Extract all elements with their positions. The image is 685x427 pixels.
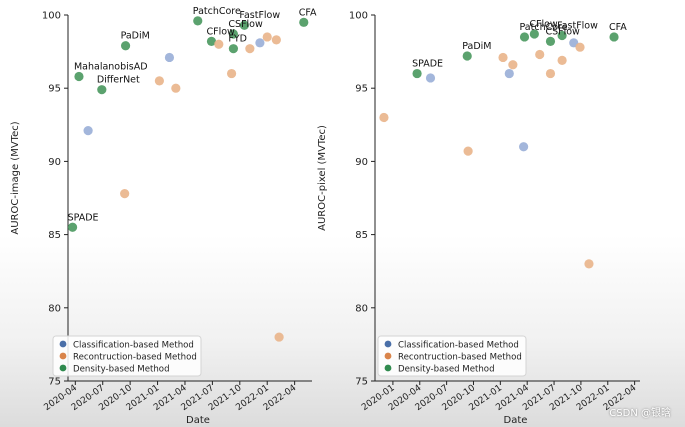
- legend-label: Recontruction-based Method: [398, 352, 522, 362]
- data-point-classification: [255, 38, 265, 48]
- data-point-density: [74, 71, 84, 82]
- y-tick-label: 90: [355, 157, 368, 168]
- legend: Classification-based Method Recontruction…: [52, 335, 202, 377]
- data-point-reconstruction: [584, 259, 594, 269]
- data-point-density: [228, 29, 239, 39]
- y-tick-label: 100: [42, 11, 61, 22]
- legend-label: Recontruction-based Method: [73, 352, 197, 362]
- y-tick-label: 75: [48, 377, 61, 388]
- legend: Classification-based Method Recontruction…: [377, 335, 527, 377]
- legend-marker-reconstruction: [59, 352, 67, 360]
- data-point-reconstruction: [271, 35, 281, 45]
- data-point-reconstruction: [463, 146, 473, 156]
- data-point-reconstruction: [557, 55, 567, 65]
- data-point-classification: [164, 52, 175, 63]
- data-point-classification: [504, 68, 514, 79]
- y-axis-label: AUROC-image (MVTec): [10, 121, 21, 234]
- data-point-reconstruction: [274, 332, 284, 342]
- legend-label: Classification-based Method: [398, 340, 519, 350]
- chart-auroc-pixel: 75808590951002020-012020-042020-072020-1…: [317, 11, 640, 426]
- y-tick-label: 95: [48, 84, 61, 95]
- data-point-classification: [425, 73, 436, 83]
- point-label: PaDiM: [121, 31, 150, 42]
- point-label: PatchCore: [193, 6, 241, 17]
- legend-label: Density-based Method: [398, 364, 495, 374]
- data-point-reconstruction: [535, 49, 545, 60]
- data-point-reconstruction: [575, 42, 585, 52]
- data-point-density: [206, 36, 217, 46]
- point-label: CFA: [299, 7, 317, 18]
- point-label: CFA: [609, 22, 627, 33]
- point-label: SPADE: [68, 212, 99, 223]
- point-label: CSFlow: [228, 19, 263, 30]
- point-label: CFlow: [529, 19, 558, 30]
- legend-marker-density: [384, 364, 392, 372]
- y-tick-label: 75: [355, 377, 368, 388]
- chart-auroc-image: 75808590951002020-042020-072020-102021-0…: [10, 6, 317, 426]
- x-axis-label: Date: [504, 415, 528, 426]
- data-point-reconstruction: [226, 68, 237, 79]
- data-point-density: [529, 29, 539, 39]
- data-point-reconstruction: [508, 60, 518, 70]
- data-point-density: [228, 44, 239, 54]
- data-point-density: [239, 20, 249, 30]
- y-tick-label: 90: [48, 157, 61, 168]
- legend-label: Density-based Method: [73, 364, 170, 374]
- y-tick-label: 85: [355, 230, 368, 241]
- data-point-density: [412, 68, 422, 79]
- data-point-reconstruction: [245, 44, 255, 54]
- point-label: SPADE: [412, 59, 443, 70]
- data-point-reconstruction: [262, 32, 272, 42]
- data-point-density: [519, 32, 530, 42]
- data-point-reconstruction: [545, 68, 556, 79]
- data-point-reconstruction: [154, 76, 164, 86]
- y-axis-label: AUROC-pixel (MVTec): [317, 125, 328, 231]
- point-label: CSFlow: [545, 26, 580, 37]
- legend-box: [377, 335, 527, 377]
- watermark: CSDN @银晗: [609, 408, 671, 419]
- legend-marker-classification: [384, 340, 392, 348]
- legend-label: Classification-based Method: [73, 340, 194, 350]
- data-point-reconstruction: [214, 39, 224, 49]
- legend-marker-reconstruction: [384, 352, 392, 360]
- point-label: FastFlow: [239, 10, 280, 21]
- data-point-density: [193, 16, 203, 26]
- data-point-density: [299, 17, 309, 27]
- y-tick-label: 85: [48, 230, 61, 241]
- data-point-density: [120, 41, 131, 51]
- legend-marker-density: [59, 364, 67, 372]
- data-point-density: [557, 30, 567, 41]
- point-label: FYD: [228, 34, 247, 45]
- point-label: MahalanobisAD: [74, 61, 148, 72]
- legend-box: [52, 335, 202, 377]
- data-point-density: [67, 222, 78, 232]
- point-label: CFlow: [206, 26, 235, 37]
- point-label: PaDiM: [462, 41, 491, 52]
- y-tick-label: 95: [355, 84, 368, 95]
- point-label: FastFlow: [557, 20, 598, 31]
- y-tick-label: 80: [48, 303, 61, 314]
- data-point-classification: [83, 126, 93, 136]
- legend-marker-classification: [59, 340, 67, 348]
- data-point-density: [545, 36, 556, 46]
- data-point-reconstruction: [498, 52, 508, 63]
- data-point-reconstruction: [171, 83, 181, 93]
- point-label: DifferNet: [97, 75, 140, 86]
- y-tick-label: 100: [349, 11, 368, 22]
- data-point-density: [462, 51, 472, 61]
- data-point-density: [609, 32, 619, 42]
- y-tick-label: 80: [355, 303, 368, 314]
- data-point-reconstruction: [379, 112, 389, 123]
- data-point-reconstruction: [120, 189, 130, 199]
- point-label: PatchCore: [520, 22, 568, 33]
- data-point-density: [97, 85, 107, 95]
- x-axis-label: Date: [186, 415, 210, 426]
- data-point-classification: [519, 142, 529, 152]
